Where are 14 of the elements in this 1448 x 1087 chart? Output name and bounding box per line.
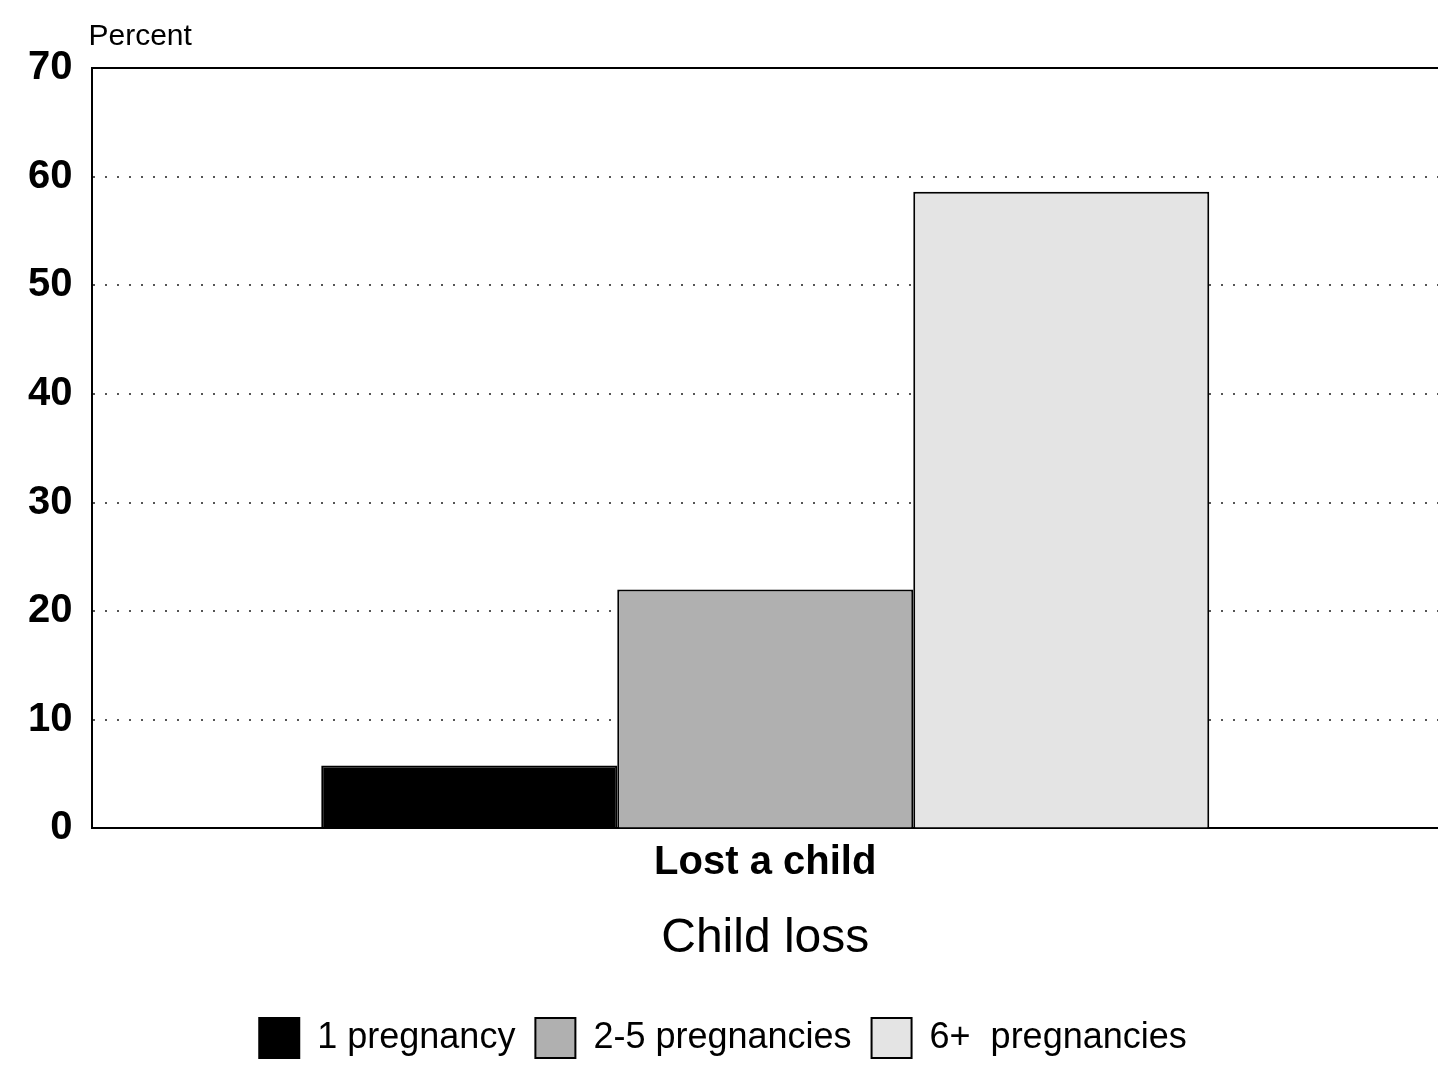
y-tick-label: 30 (27, 477, 73, 522)
legend-label: 6+ pregnancies (929, 1014, 1187, 1056)
y-tick-label: 70 (27, 43, 73, 88)
x-axis-title: Child loss (661, 909, 870, 963)
y-tick-label: 50 (27, 260, 73, 305)
y-tick-label: 60 (27, 151, 73, 196)
legend-label: 1 pregnancy (317, 1014, 516, 1056)
y-tick-label: 0 (50, 803, 73, 848)
y-tick-label: 40 (27, 368, 73, 413)
x-tick-label: Lost a child (654, 838, 877, 883)
y-axis-title: Percent (88, 18, 193, 52)
y-tick-label: 10 (27, 694, 73, 739)
legend-label: 2-5 pregnancies (593, 1014, 852, 1056)
y-tick-label: 20 (27, 586, 73, 631)
